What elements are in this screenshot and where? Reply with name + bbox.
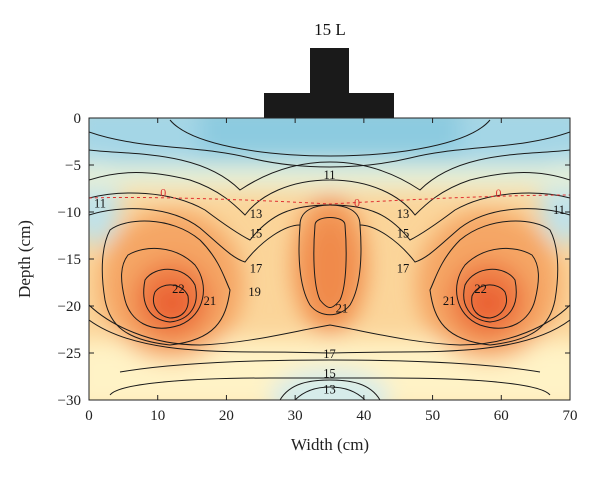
- emitter-shape: [264, 48, 394, 118]
- x-tick-label: 50: [425, 408, 440, 424]
- x-tick-label: 10: [150, 408, 165, 424]
- contour-label: 13: [397, 207, 410, 221]
- contour-label: 11: [94, 196, 106, 210]
- x-tick-label: 30: [288, 408, 303, 424]
- contour-label: 13: [250, 207, 263, 221]
- reference-marker: 0: [354, 196, 360, 210]
- contour-label: 11: [323, 168, 335, 182]
- contour-label: 22: [172, 282, 185, 296]
- contour-label: 15: [250, 227, 263, 241]
- x-tick-label: 70: [563, 408, 578, 424]
- x-tick-label: 20: [219, 408, 234, 424]
- contour-label: 21: [204, 294, 217, 308]
- x-axis: 0 10 20 30 40 50 60 70: [85, 118, 578, 424]
- emitter-stem: [310, 48, 349, 94]
- x-tick-label: 60: [494, 408, 509, 424]
- y-axis-title: Depth (cm): [15, 220, 34, 298]
- y-tick-label: −30: [58, 393, 81, 409]
- contour-label: 17: [323, 347, 336, 361]
- reference-marker: 0: [496, 186, 502, 200]
- contour-label: 13: [323, 383, 336, 397]
- reference-marker: 0: [160, 185, 166, 199]
- x-axis-title: Width (cm): [291, 435, 369, 454]
- x-tick-label: 0: [85, 408, 93, 424]
- reference-markers: 0 0 0: [160, 185, 501, 209]
- y-tick-label: −15: [58, 252, 81, 268]
- y-tick-label: 0: [74, 111, 82, 127]
- contour-label: 21: [336, 302, 349, 316]
- contour-label: 19: [248, 285, 261, 299]
- contour-labels: 11 11 11 13 13 15 15 17 17 19 21 21 21 22 22 17 15 13: [94, 168, 565, 397]
- contour-label: 21: [443, 294, 456, 308]
- x-tick-label: 40: [356, 408, 371, 424]
- emitter-label: 15 L: [314, 20, 346, 39]
- y-tick-label: −20: [58, 299, 81, 315]
- y-tick-label: −25: [58, 346, 81, 362]
- contour-label: 22: [474, 282, 487, 296]
- contour-label: 11: [553, 203, 565, 217]
- contour-label: 15: [323, 367, 336, 381]
- contour-label: 17: [250, 261, 263, 275]
- contour-label: 17: [397, 261, 410, 275]
- y-axis: 0 −5 −10 −15 −20 −25 −30: [58, 111, 570, 409]
- y-tick-label: −5: [65, 158, 81, 174]
- contour-fill: [89, 118, 570, 400]
- y-tick-label: −10: [58, 205, 81, 221]
- contour-lines: [89, 119, 570, 400]
- emitter-base: [264, 93, 394, 118]
- contour-label: 15: [397, 227, 410, 241]
- reference-line: [89, 194, 570, 205]
